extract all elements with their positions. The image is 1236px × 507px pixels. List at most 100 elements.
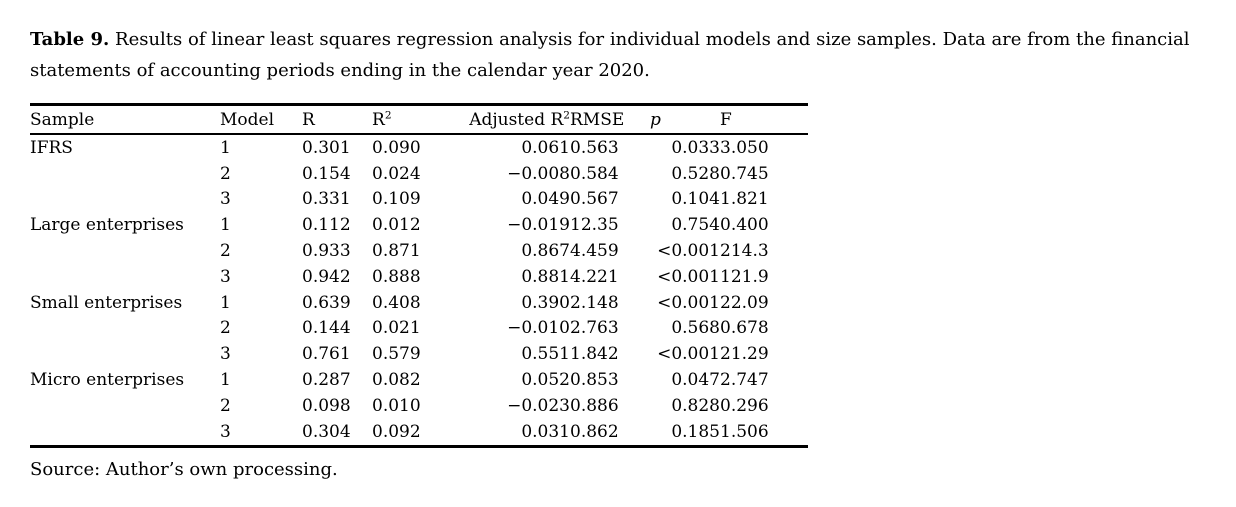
cell-r-squared: 0.090 [372,137,421,158]
cell-model: 3 [220,266,231,287]
cell-f-statistic: 1.821 [720,189,769,210]
table-row: 3 0.304 0.092 0.031 0.862 0.185 1.506 [30,419,808,446]
cell-rmse: 1.842 [570,344,619,365]
cell-sample [30,419,220,446]
cell-r-squared: 0.888 [372,266,421,287]
cell-model: 3 [220,421,231,442]
cell-r: 0.933 [302,241,351,262]
cell-rmse: 0.862 [570,421,619,442]
cell-p-value: 0.033 [671,137,720,158]
cell-rmse: 0.584 [570,163,619,184]
cell-p-value: <0.001 [657,344,720,365]
col-header-adjusted-r-squared-base: Adjusted R [469,109,564,130]
cell-r-squared: 0.012 [372,215,421,236]
cell-rmse: 2.148 [570,292,619,313]
cell-r-squared: 0.109 [372,189,421,210]
cell-adjusted-r-squared: 0.390 [521,292,570,313]
regression-results-table: Sample Model R R2 Adjusted R2 RMSE p F I… [30,103,808,448]
cell-p-value: 0.754 [671,215,720,236]
cell-r: 0.154 [302,163,351,184]
table-row: Micro enterprises 1 0.287 0.082 0.052 0.… [30,367,808,393]
cell-f-statistic: 0.400 [720,215,769,236]
cell-r: 0.304 [302,421,351,442]
col-header-r-squared: R2 [372,104,446,135]
table-row: Small enterprises 1 0.639 0.408 0.390 2.… [30,290,808,316]
cell-model: 3 [220,344,231,365]
cell-model: 1 [220,137,231,158]
cell-sample [30,341,220,367]
cell-model: 2 [220,318,231,339]
col-header-f-statistic: F [720,104,808,135]
col-header-p-value: p [650,104,720,135]
cell-adjusted-r-squared: −0.010 [507,318,570,339]
cell-adjusted-r-squared: −0.008 [507,163,570,184]
cell-p-value: 0.104 [671,189,720,210]
table-row: 2 0.933 0.871 0.867 4.459 <0.001 214.3 [30,238,808,264]
cell-f-statistic: 121.9 [720,266,769,287]
cell-adjusted-r-squared: 0.052 [521,370,570,391]
cell-r: 0.761 [302,344,351,365]
cell-p-value: <0.001 [657,292,720,313]
table-row: Large enterprises 1 0.112 0.012 −0.019 1… [30,212,808,238]
cell-r-squared: 0.092 [372,421,421,442]
cell-model: 1 [220,215,231,236]
cell-f-statistic: 2.747 [720,370,769,391]
cell-rmse: 12.35 [570,215,619,236]
cell-rmse: 0.886 [570,395,619,416]
cell-p-value: 0.568 [671,318,720,339]
cell-rmse: 2.763 [570,318,619,339]
cell-adjusted-r-squared: 0.881 [521,266,570,287]
cell-adjusted-r-squared: −0.023 [507,395,570,416]
cell-adjusted-r-squared: 0.061 [521,137,570,158]
cell-f-statistic: 3.050 [720,137,769,158]
cell-r: 0.301 [302,137,351,158]
cell-sample [30,393,220,419]
table-body: IFRS 1 0.301 0.090 0.061 0.563 0.033 3.0… [30,134,808,446]
table-row: 2 0.154 0.024 −0.008 0.584 0.528 0.745 [30,161,808,187]
col-header-rmse: RMSE [570,104,650,135]
cell-r: 0.287 [302,370,351,391]
cell-sample: IFRS [30,137,73,158]
cell-r-squared: 0.871 [372,241,421,262]
cell-r-squared: 0.082 [372,370,421,391]
superscript: 2 [384,108,392,121]
cell-p-value: 0.828 [671,395,720,416]
cell-p-value: <0.001 [657,266,720,287]
cell-r: 0.098 [302,395,351,416]
cell-adjusted-r-squared: −0.019 [507,215,570,236]
cell-adjusted-r-squared: 0.049 [521,189,570,210]
cell-p-value: <0.001 [657,241,720,262]
col-header-r: R [302,104,372,135]
col-header-sample: Sample [30,104,220,135]
cell-model: 2 [220,163,231,184]
cell-r-squared: 0.021 [372,318,421,339]
cell-r-squared: 0.408 [372,292,421,313]
source-note: Source: Author’s own processing. [30,458,338,480]
cell-sample: Large enterprises [30,215,184,236]
table-row: 3 0.761 0.579 0.551 1.842 <0.001 21.29 [30,341,808,367]
cell-sample [30,161,220,187]
col-header-model: Model [220,104,302,135]
table-caption: Table 9. Results of linear least squares… [30,24,1220,86]
caption-label: Table 9. [30,29,110,50]
cell-f-statistic: 21.29 [720,344,769,365]
cell-rmse: 4.221 [570,266,619,287]
cell-model: 2 [220,241,231,262]
cell-adjusted-r-squared: 0.031 [521,421,570,442]
table-row: 2 0.144 0.021 −0.010 2.763 0.568 0.678 [30,316,808,342]
cell-adjusted-r-squared: 0.551 [521,344,570,365]
table-row: IFRS 1 0.301 0.090 0.061 0.563 0.033 3.0… [30,134,808,161]
cell-r-squared: 0.024 [372,163,421,184]
cell-sample [30,187,220,213]
table-row: 3 0.942 0.888 0.881 4.221 <0.001 121.9 [30,264,808,290]
caption-text: Results of linear least squares regressi… [30,29,1190,81]
cell-f-statistic: 0.678 [720,318,769,339]
cell-model: 3 [220,189,231,210]
col-header-r-squared-base: R [372,109,385,130]
cell-rmse: 4.459 [570,241,619,262]
cell-f-statistic: 22.09 [720,292,769,313]
cell-sample [30,316,220,342]
cell-r-squared: 0.010 [372,395,421,416]
cell-rmse: 0.563 [570,137,619,158]
